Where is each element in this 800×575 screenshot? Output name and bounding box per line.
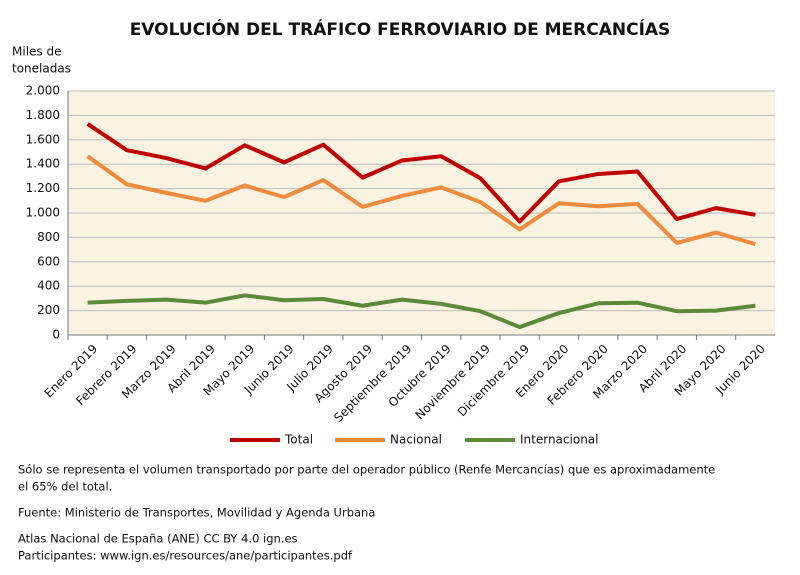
y-tick-label: 1.000 [26,206,60,220]
series-line [86,122,756,224]
y-tick-label: 800 [37,230,60,244]
legend-label: Nacional [390,433,442,447]
note: Sólo se representa el volumen transporta… [18,463,715,477]
credits: Participantes: www.ign.es/resources/ane/… [18,549,353,563]
y-tick-label: 1.800 [26,108,60,122]
y-tick-label: 1.200 [26,181,60,195]
y-axis-label: toneladas [12,62,71,76]
note: el 65% del total. [18,480,112,494]
y-tick-label: 200 [37,303,60,317]
chart-title: EVOLUCIÓN DEL TRÁFICO FERROVIARIO DE MER… [130,18,671,40]
y-tick-label: 2.000 [26,84,60,98]
legend-label: Total [284,433,313,447]
series-line [86,154,756,247]
legend-label: Internacional [520,433,598,447]
y-tick-label: 1.600 [26,132,60,146]
series-line [87,293,756,330]
y-tick-label: 600 [37,254,60,268]
y-tick-label: 1.400 [26,157,60,171]
credits: Atlas Nacional de España (ANE) CC BY 4.0… [18,532,298,546]
source: Fuente: Ministerio de Transportes, Movil… [18,506,375,520]
y-tick-label: 400 [37,279,60,293]
y-tick-label: 0 [52,328,60,342]
y-axis-label: Miles de [12,45,61,59]
